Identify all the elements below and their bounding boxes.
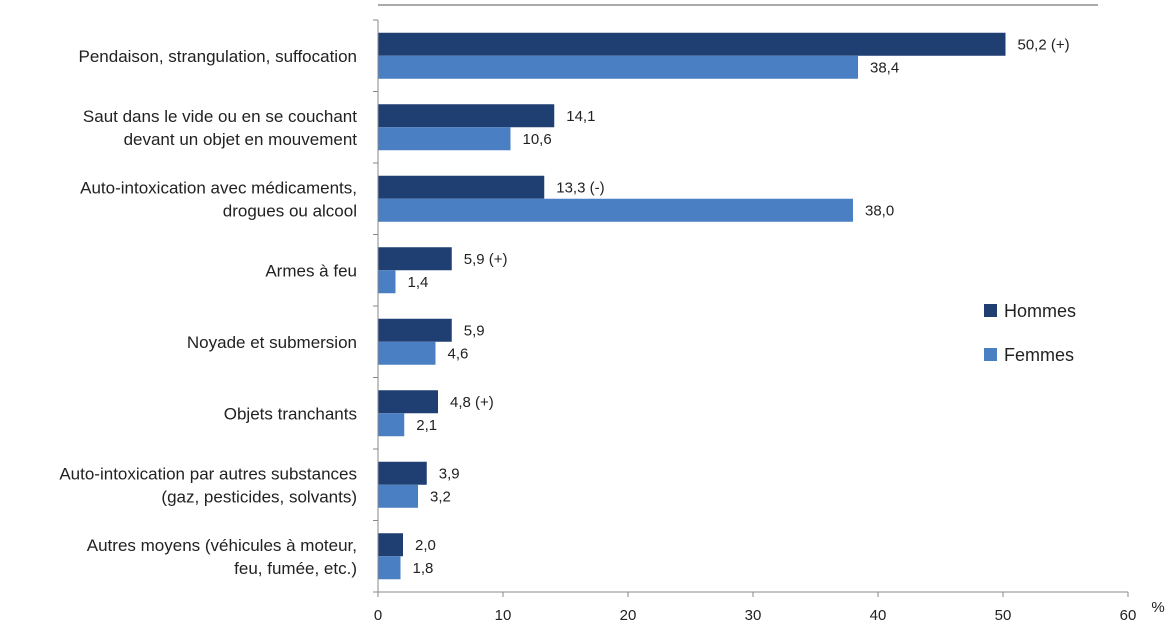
x-tick-label: 0 xyxy=(374,607,382,624)
bar-hommes xyxy=(378,533,403,557)
bar-femmes xyxy=(378,413,405,437)
legend-label-hommes: Hommes xyxy=(1004,301,1076,321)
value-label: 13,3 (-) xyxy=(556,179,604,196)
legend-swatch-femmes xyxy=(984,348,997,361)
bar-hommes xyxy=(378,461,427,485)
bar-femmes xyxy=(378,484,418,508)
bar-hommes xyxy=(378,390,438,414)
bar-hommes xyxy=(378,175,545,199)
x-tick-label: 20 xyxy=(620,607,637,624)
category-labels-group: Pendaison, strangulation, suffocation Sau… xyxy=(59,47,357,578)
value-label: 2,0 xyxy=(415,537,436,554)
value-label: 1,4 xyxy=(408,274,429,291)
bar-femmes xyxy=(378,341,436,365)
value-label: 5,9 xyxy=(464,322,485,339)
x-unit-label: % xyxy=(1151,599,1164,616)
x-tick-label: 30 xyxy=(745,607,762,624)
bar-hommes xyxy=(378,247,452,271)
category-label: Saut dans le vide ou en se couchant devan… xyxy=(83,107,357,149)
legend: Hommes Femmes xyxy=(984,301,1076,365)
value-label: 38,0 xyxy=(865,202,894,219)
value-label: 38,4 xyxy=(870,59,899,76)
value-label: 10,6 xyxy=(523,131,552,148)
bar-hommes xyxy=(378,32,1006,56)
value-label: 3,9 xyxy=(439,465,460,482)
value-label: 50,2 (+) xyxy=(1018,36,1070,53)
legend-label-femmes: Femmes xyxy=(1004,345,1074,365)
value-label: 5,9 (+) xyxy=(464,251,508,268)
category-label: Armes à feu xyxy=(265,261,357,280)
category-label: Pendaison, strangulation, suffocation xyxy=(79,47,358,66)
value-label: 4,8 (+) xyxy=(450,394,494,411)
axes-group: 0 10 20 30 40 50 60% xyxy=(373,19,1165,624)
bar-hommes xyxy=(378,104,555,128)
x-tick-label: 50 xyxy=(995,607,1012,624)
x-tick-label: 60 xyxy=(1120,607,1137,624)
category-label: Auto-intoxication par autres substances(… xyxy=(59,464,357,506)
category-label: Objets tranchants xyxy=(224,404,357,423)
value-label: 4,6 xyxy=(448,345,469,362)
bar-femmes xyxy=(378,556,401,580)
value-label: 1,8 xyxy=(413,560,434,577)
bars-group xyxy=(378,32,1006,580)
bar-femmes xyxy=(378,55,858,79)
legend-swatch-hommes xyxy=(984,304,997,317)
x-tick-label: 40 xyxy=(870,607,887,624)
value-label: 14,1 xyxy=(566,108,595,125)
bar-hommes xyxy=(378,318,452,342)
category-label: Autres moyens (véhicules à moteur, feu, f… xyxy=(87,536,357,578)
value-label: 2,1 xyxy=(416,417,437,434)
category-label: Noyade et submersion xyxy=(187,333,357,352)
category-label: Auto-intoxication avec médicaments, drogu… xyxy=(80,178,357,220)
value-labels-group: 50,2 (+) 38,4 14,1 10,6 13,3 (-) 38,0 5,9 (+) 1… xyxy=(408,36,1070,577)
value-label: 3,2 xyxy=(430,488,451,505)
x-tick-label: 10 xyxy=(495,607,512,624)
bar-femmes xyxy=(378,127,511,151)
bar-femmes xyxy=(378,270,396,294)
bar-femmes xyxy=(378,198,853,222)
